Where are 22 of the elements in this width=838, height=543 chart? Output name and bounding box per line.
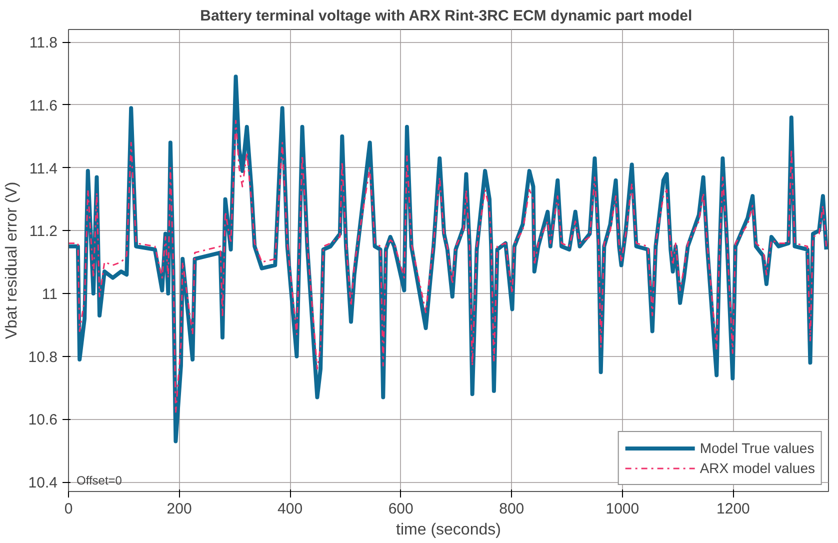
- legend-label: Model True values: [700, 440, 814, 456]
- y-tick-label: 11.4: [29, 160, 58, 178]
- x-tick-label: 1200: [716, 500, 750, 518]
- y-tick-label: 10.8: [28, 348, 58, 366]
- y-tick-label: 10.4: [28, 474, 58, 492]
- y-axis-title: Vbat residual error (V): [3, 182, 20, 340]
- legend-label: ARX model values: [700, 460, 815, 476]
- y-tick-label: 11.2: [29, 223, 58, 240]
- x-tick-label: 800: [499, 500, 524, 518]
- chart-title: Battery terminal voltage with ARX Rint-3RC ECM dynamic part model: [200, 8, 692, 24]
- x-axis-title: time (seconds): [396, 522, 501, 538]
- y-tick-label: 11: [42, 286, 58, 303]
- line-series: [68, 120, 828, 414]
- y-tick-label: 11.6: [29, 97, 58, 114]
- y-tick-label: 10.6: [28, 412, 58, 429]
- x-tick-label: 200: [166, 500, 192, 518]
- x-tick-label: 400: [278, 500, 303, 518]
- y-tick-label: 11.8: [29, 34, 58, 52]
- x-tick-label: 0: [64, 500, 73, 518]
- x-tick-label: 1000: [606, 500, 640, 518]
- annotation: Offset=0: [76, 474, 122, 488]
- x-tick-label: 600: [388, 500, 414, 518]
